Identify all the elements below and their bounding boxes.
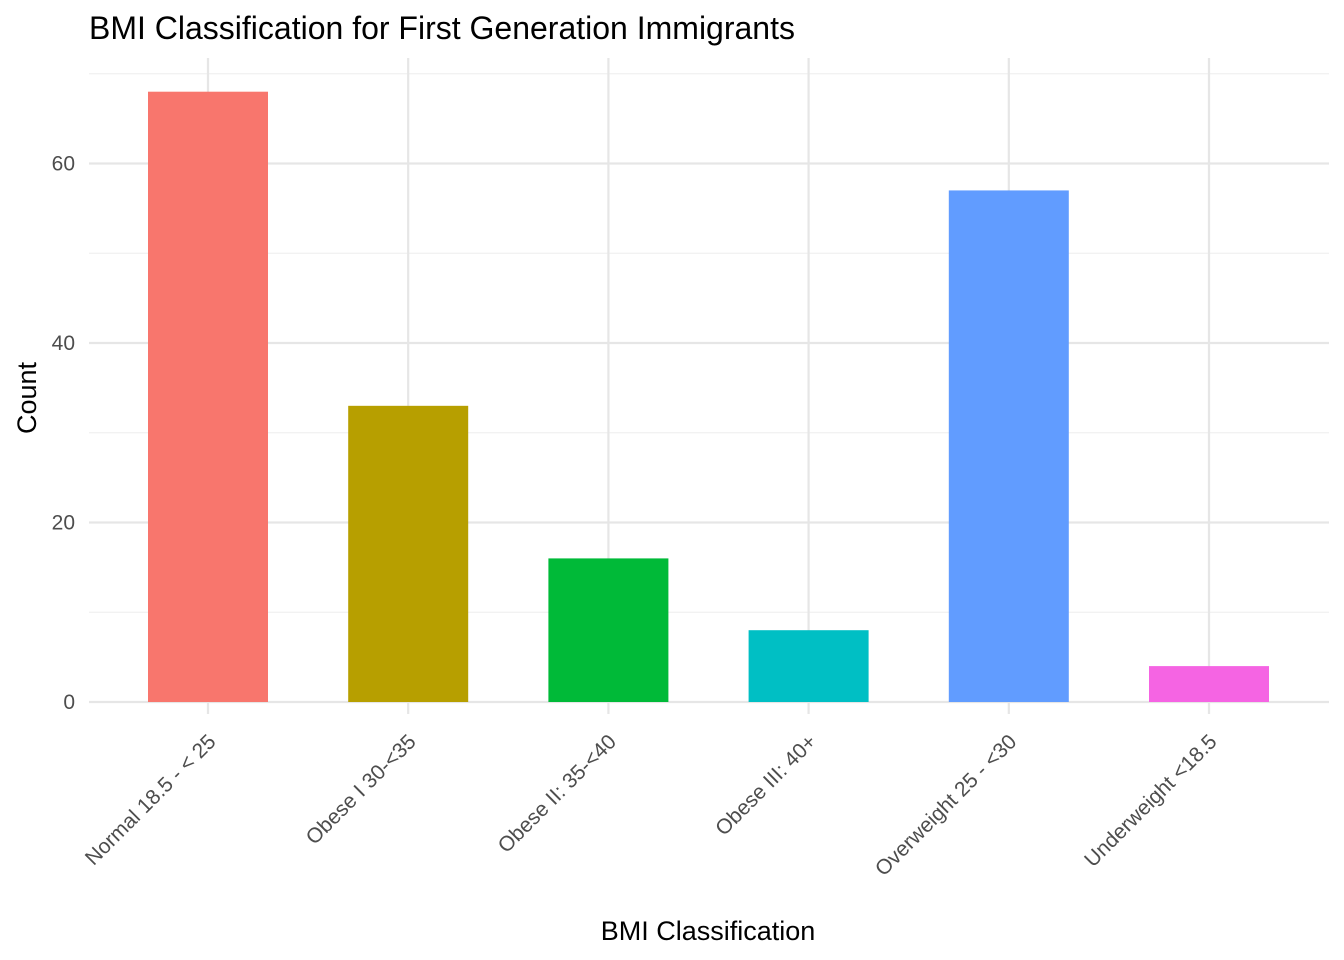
x-tick-label: Obese II: 35-<40 [494, 730, 621, 857]
bar [948, 190, 1069, 703]
chart-title: BMI Classification for First Generation … [89, 10, 795, 46]
y-axis-title: Count [12, 361, 42, 434]
y-tick-label: 60 [52, 153, 75, 176]
grid-layer [89, 58, 1329, 714]
x-tick-label: Underweight <18.5 [1080, 730, 1221, 871]
y-tick-label: 0 [63, 691, 75, 714]
x-tick-label: Normal 18.5 - < 25 [81, 730, 221, 870]
bar [348, 405, 469, 702]
x-tick-labels: Normal 18.5 - < 25 Obese I 30-<35 Obese II… [81, 730, 1222, 880]
bar [548, 558, 669, 702]
bar [148, 91, 268, 702]
y-tick-label: 20 [52, 512, 75, 535]
bar [1149, 666, 1269, 702]
bar [748, 630, 869, 702]
x-tick-label: Overweight 25 - <30 [871, 730, 1021, 880]
bars-layer [148, 91, 1269, 703]
x-tick-label: Obese III: 40+ [711, 730, 821, 840]
x-axis-title: BMI Classification [601, 916, 816, 946]
x-tick-label: Obese I 30-<35 [302, 730, 421, 849]
y-tick-labels: 0 20 40 60 [52, 153, 75, 715]
y-tick-label: 40 [52, 332, 75, 355]
